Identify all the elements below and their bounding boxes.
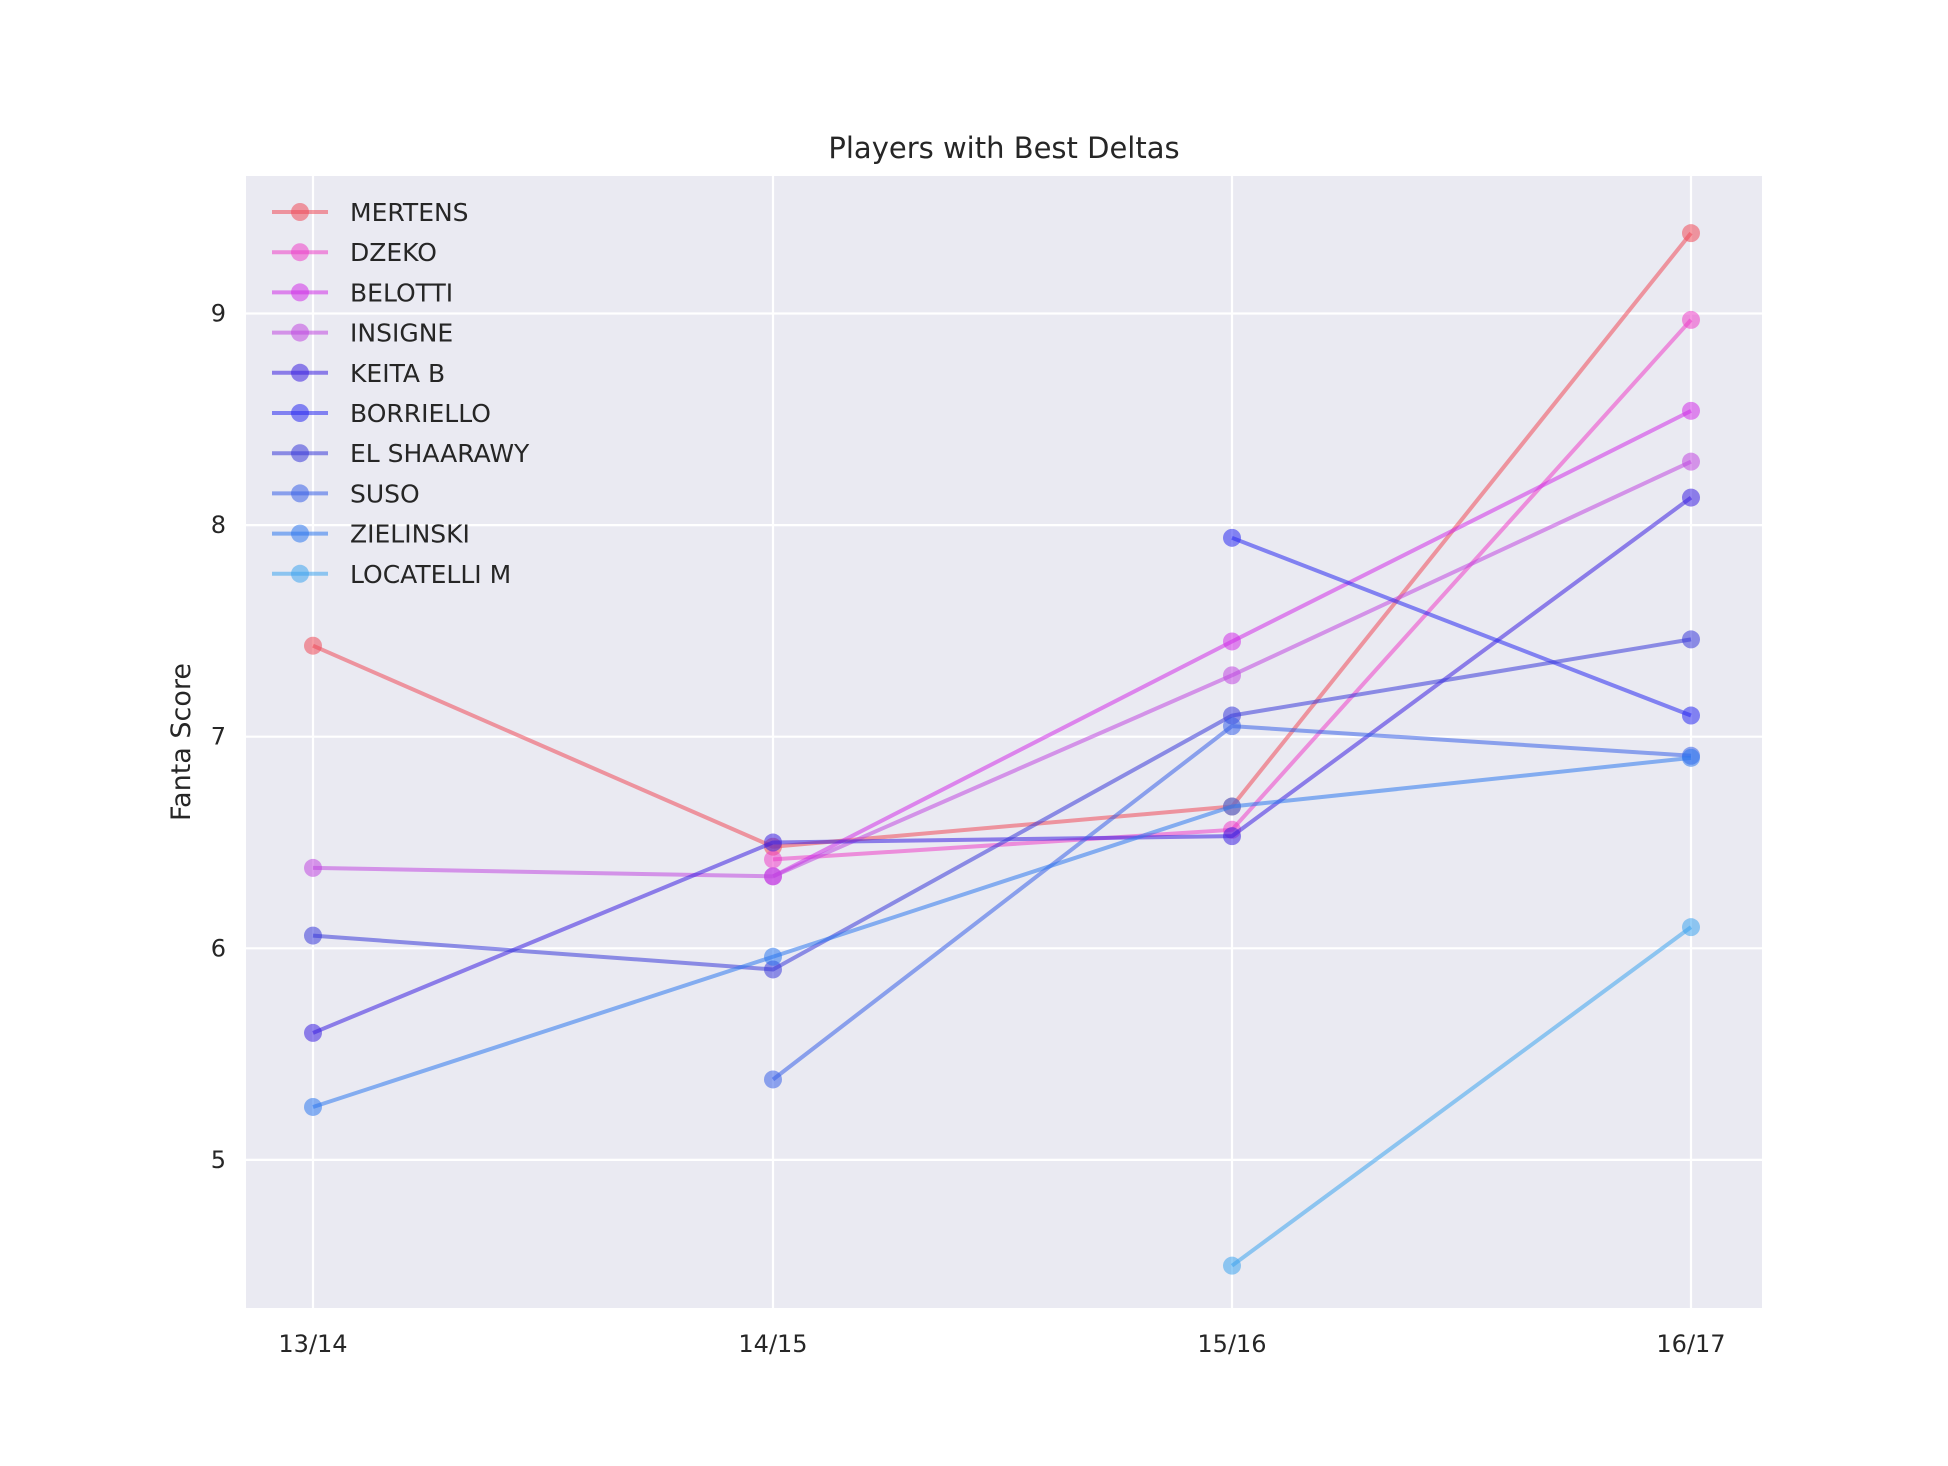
legend-item: EL SHAARAWY: [272, 439, 530, 468]
data-point: [1682, 748, 1700, 767]
y-tick-label: 9: [211, 300, 226, 328]
tick-labels: 13/14 14/15 15/16 16/17 5 6 7 8 9: [211, 300, 1726, 1358]
data-point: [1223, 666, 1241, 685]
legend-swatch-marker: [291, 283, 309, 302]
series-line: [312, 637, 1692, 972]
legend-label: EL SHAARAWY: [350, 439, 530, 468]
x-tick-label: 16/17: [1656, 1330, 1725, 1358]
legend-swatch-marker: [291, 203, 309, 221]
x-tick-label: 15/16: [1197, 1330, 1266, 1358]
legend-label: ZIELINSKI: [350, 520, 470, 549]
legend-item: LOCATELLI M: [272, 560, 511, 589]
legend-label: BORRIELLO: [350, 399, 491, 428]
data-point: [1682, 706, 1700, 725]
legend-item: KEITA B: [272, 359, 445, 388]
legend-item: INSIGNE: [272, 319, 453, 348]
series-line: [312, 231, 1693, 849]
x-tick-label: 14/15: [738, 1330, 807, 1358]
legend-label: MERTENS: [350, 198, 469, 227]
data-point: [764, 867, 782, 886]
data-point: [1223, 1256, 1241, 1275]
legend-item: ZIELINSKI: [272, 520, 470, 549]
legend-swatch-marker: [291, 444, 309, 463]
legend-label: DZEKO: [350, 238, 437, 267]
data-point: [764, 960, 782, 979]
data-point: [1223, 827, 1241, 846]
plot-area: [246, 176, 1762, 1308]
data-point: [764, 850, 782, 869]
data-point: [1682, 310, 1700, 329]
data-point: [1223, 528, 1241, 547]
legend-swatch-marker: [291, 484, 309, 503]
y-tick-label: 7: [211, 723, 226, 751]
series-line: [1231, 535, 1692, 718]
data-point: [1682, 630, 1700, 649]
series-line: [1230, 925, 1693, 1268]
data-point: [1223, 717, 1241, 736]
y-axis-label: Fanta Score: [166, 663, 197, 821]
legend-swatch-marker: [291, 363, 309, 382]
legend-item: BELOTTI: [272, 278, 453, 307]
series-line: [312, 496, 1693, 1035]
series-group: [304, 488, 1700, 1042]
data-point: [1682, 918, 1700, 937]
legend-label: INSIGNE: [350, 319, 453, 348]
series-line: [312, 755, 1692, 1109]
legend-label: BELOTTI: [350, 278, 453, 307]
legend-label: KEITA B: [350, 359, 445, 388]
data-point: [1682, 401, 1700, 420]
series-line: [312, 459, 1692, 879]
data-point: [1682, 452, 1700, 471]
data-point: [1682, 224, 1700, 243]
data-point: [1223, 797, 1241, 816]
legend-item: BORRIELLO: [272, 399, 491, 428]
legend: MERTENS DZEKO BELOTTI INSIGNE KEITA B BORRIEL…: [272, 198, 530, 589]
data-point: [304, 636, 322, 655]
x-tick-label: 13/14: [278, 1330, 347, 1358]
data-point: [304, 926, 322, 945]
legend-swatch-marker: [291, 243, 309, 262]
data-point: [304, 858, 322, 877]
legend-swatch-marker: [291, 404, 309, 422]
y-tick-label: 5: [211, 1146, 226, 1174]
data-point: [304, 1023, 322, 1042]
chart-title: Players with Best Deltas: [828, 131, 1179, 165]
series-group: [304, 748, 1700, 1116]
data-point: [304, 1097, 322, 1116]
legend-label: LOCATELLI M: [350, 560, 511, 589]
legend-item: DZEKO: [272, 238, 437, 267]
series-group: [1223, 528, 1700, 725]
legend-item: SUSO: [272, 479, 420, 508]
series-group: [1223, 918, 1700, 1275]
legend-swatch-marker: [291, 323, 309, 342]
data-point: [764, 947, 782, 966]
legend-swatch-marker: [291, 564, 309, 583]
data-point: [1223, 632, 1241, 651]
legend-label: SUSO: [350, 479, 420, 508]
series-group: [304, 452, 1700, 886]
series-layer: [304, 224, 1700, 1275]
data-point: [764, 1070, 782, 1089]
data-point: [1682, 488, 1700, 507]
legend-swatch-marker: [291, 524, 309, 543]
data-point: [764, 833, 782, 852]
legend-item: MERTENS: [272, 198, 469, 227]
y-tick-label: 8: [211, 511, 226, 539]
y-tick-label: 6: [211, 934, 226, 962]
